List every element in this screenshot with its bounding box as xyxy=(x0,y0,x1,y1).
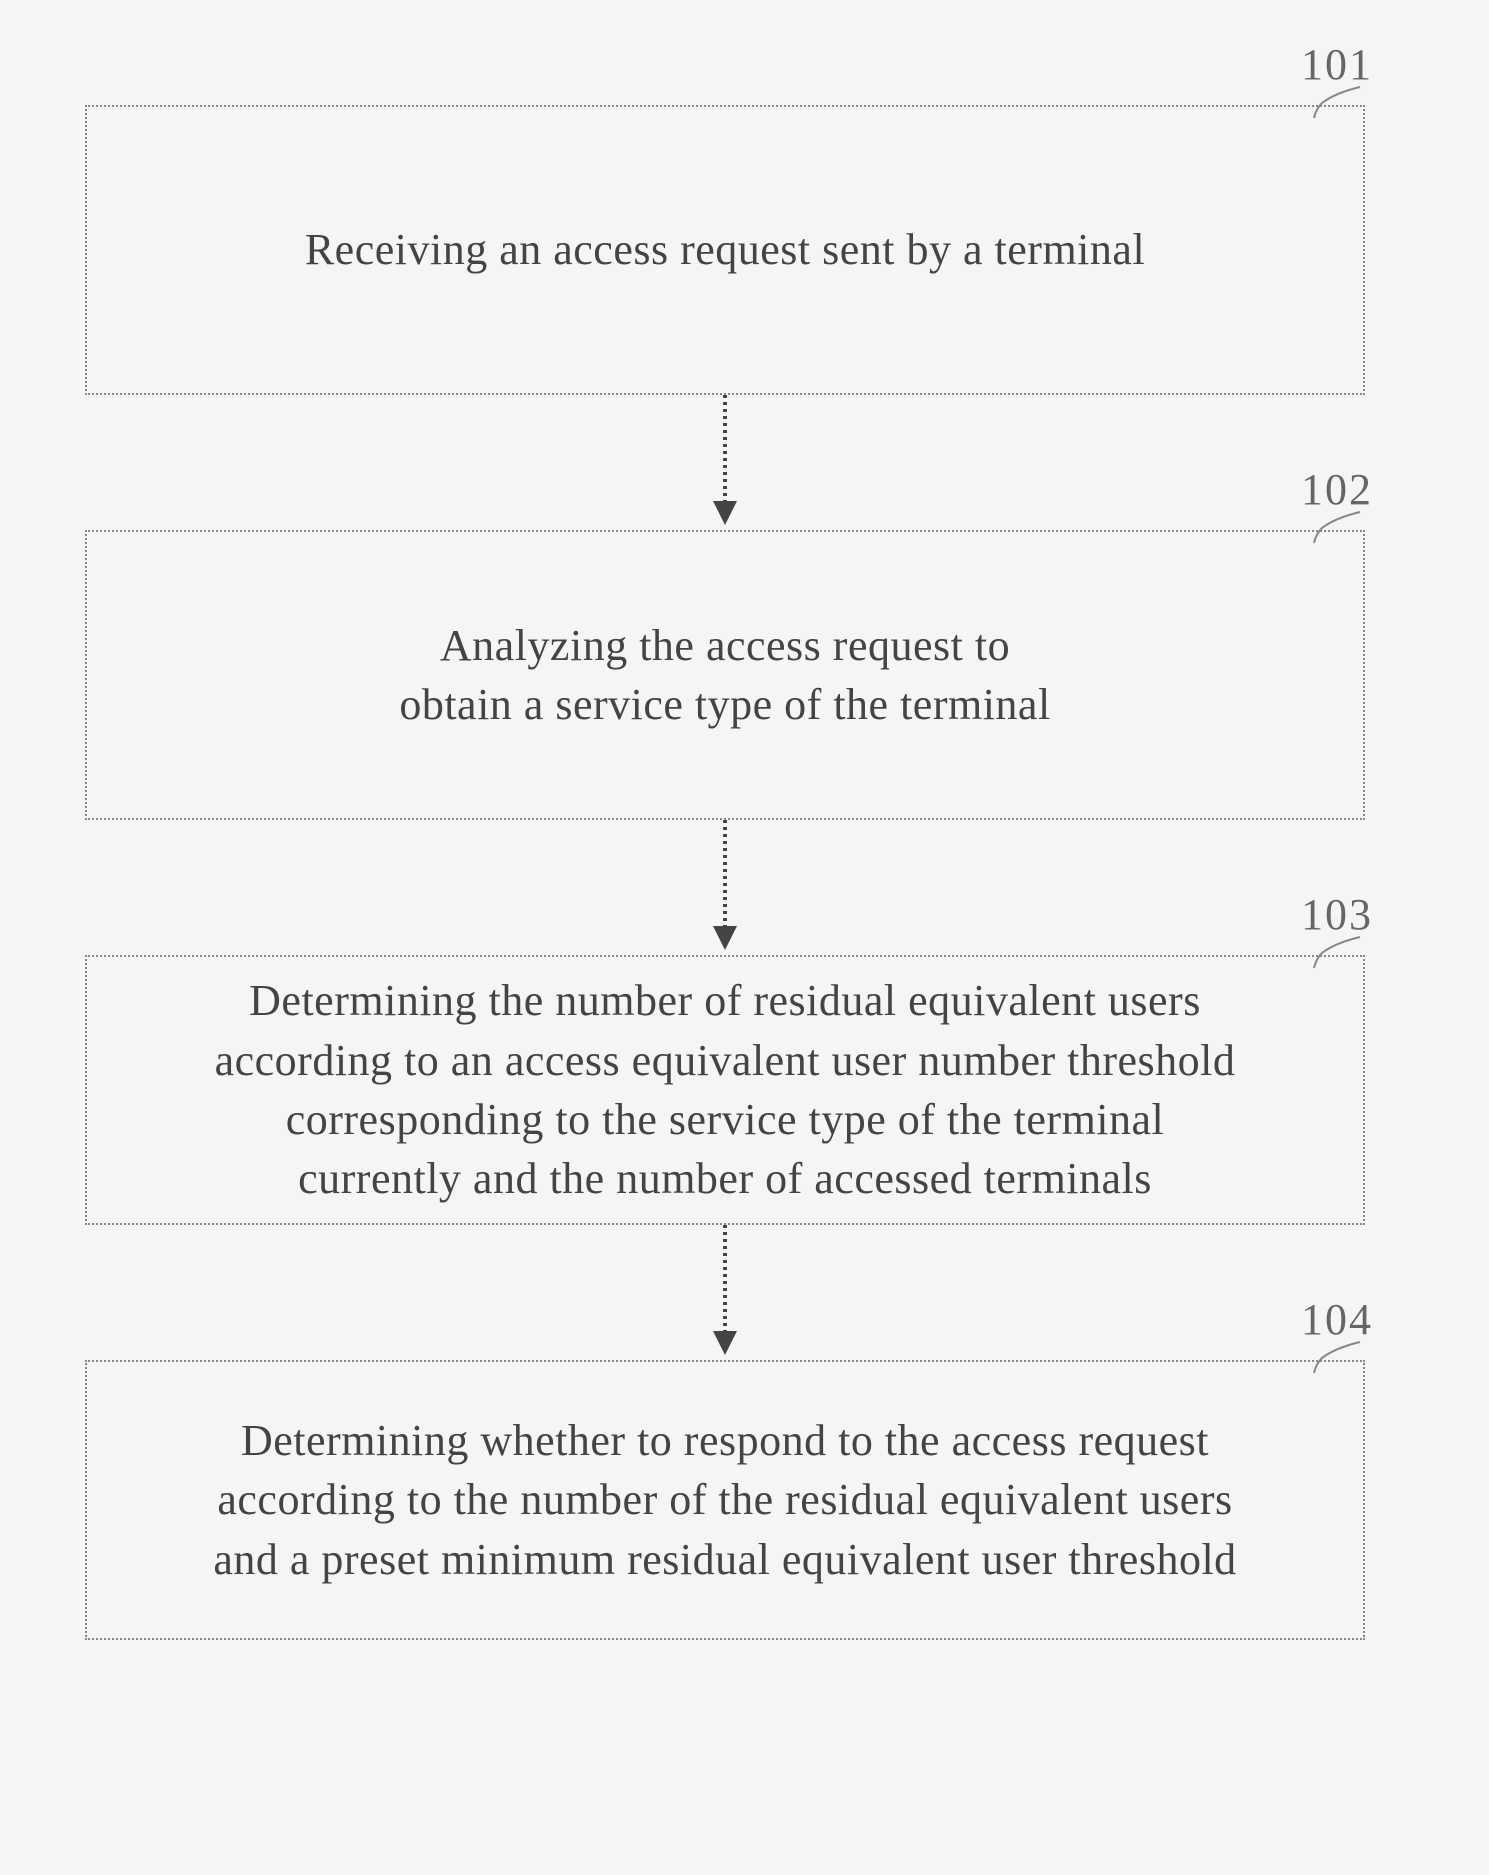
step-box-101: 101 Receiving an access request sent by … xyxy=(85,105,1365,395)
step-label-101: 101 xyxy=(1301,39,1373,120)
step-text: Determining whether to respond to the ac… xyxy=(213,1411,1236,1589)
text-line: obtain a service type of the terminal xyxy=(399,680,1050,729)
step-text: Analyzing the access request to obtain a… xyxy=(399,616,1050,735)
leader-curve-icon xyxy=(1310,1340,1365,1375)
text-line: Analyzing the access request to xyxy=(440,621,1010,670)
text-line: Determining the number of residual equiv… xyxy=(249,976,1201,1025)
arrow-connector xyxy=(85,1225,1365,1360)
step-number-label: 103 xyxy=(1301,889,1373,940)
step-box-103: 103 Determining the number of residual e… xyxy=(85,955,1365,1225)
text-line: according to the number of the residual … xyxy=(217,1475,1232,1524)
flowchart-container: 101 Receiving an access request sent by … xyxy=(85,105,1415,1640)
step-label-104: 104 xyxy=(1301,1294,1373,1375)
text-line: Determining whether to respond to the ac… xyxy=(241,1416,1209,1465)
arrow-down-icon xyxy=(705,395,745,530)
text-line: according to an access equivalent user n… xyxy=(215,1036,1236,1085)
leader-curve-icon xyxy=(1310,510,1365,545)
step-text: Determining the number of residual equiv… xyxy=(215,971,1236,1209)
step-number-label: 104 xyxy=(1301,1294,1373,1345)
leader-curve-icon xyxy=(1310,85,1365,120)
arrow-down-icon xyxy=(705,1225,745,1360)
step-text: Receiving an access request sent by a te… xyxy=(305,220,1145,279)
step-number-label: 101 xyxy=(1301,39,1373,90)
arrow-connector xyxy=(85,395,1365,530)
arrow-connector xyxy=(85,820,1365,955)
text-line: corresponding to the service type of the… xyxy=(286,1095,1165,1144)
leader-curve-icon xyxy=(1310,935,1365,970)
text-line: and a preset minimum residual equivalent… xyxy=(213,1535,1236,1584)
step-label-103: 103 xyxy=(1301,889,1373,970)
step-label-102: 102 xyxy=(1301,464,1373,545)
step-number-label: 102 xyxy=(1301,464,1373,515)
step-box-104: 104 Determining whether to respond to th… xyxy=(85,1360,1365,1640)
text-line: currently and the number of accessed ter… xyxy=(298,1154,1152,1203)
arrow-down-icon xyxy=(705,820,745,955)
step-box-102: 102 Analyzing the access request to obta… xyxy=(85,530,1365,820)
